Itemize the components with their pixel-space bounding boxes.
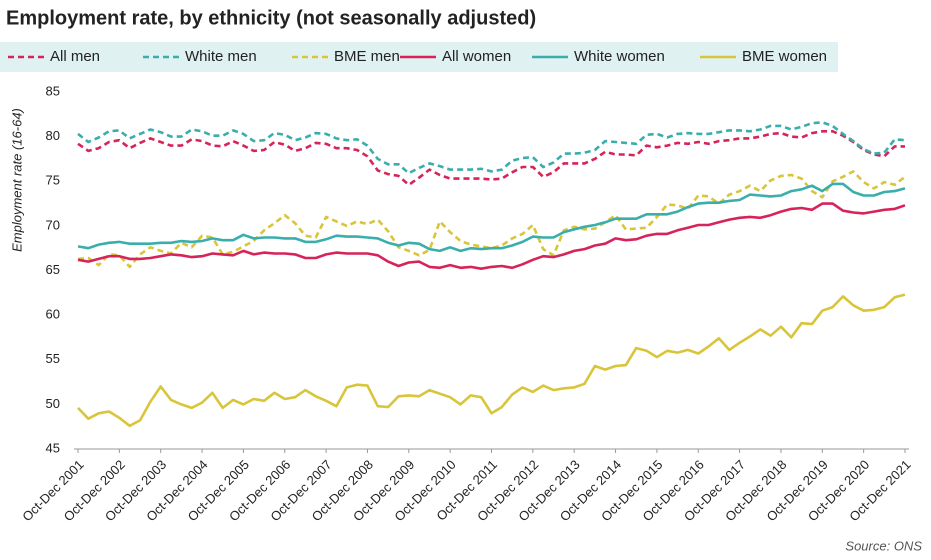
legend-label: All men (50, 48, 100, 65)
y-tick-label: 50 (46, 396, 60, 411)
series-line (77, 130, 905, 187)
y-axis-label: Employment rate (16-64) (9, 108, 24, 252)
y-tick-label: 45 (46, 440, 60, 455)
y-tick-label: 70 (46, 217, 60, 232)
y-tick-label: 85 (46, 83, 60, 98)
legend-label: BME women (742, 48, 827, 65)
series-line (77, 121, 906, 175)
y-tick-label: 80 (46, 128, 60, 143)
series-line (77, 293, 906, 428)
y-tick-label: 55 (46, 351, 60, 366)
series-line (77, 170, 906, 269)
legend-label: All women (442, 48, 511, 65)
legend-label: BME men (334, 48, 400, 65)
y-tick-label: 60 (46, 307, 60, 322)
y-tick-label: 75 (46, 173, 60, 188)
legend-label: White women (574, 48, 665, 65)
legend-label: White men (185, 48, 257, 65)
chart-title: Employment rate, by ethnicity (not seaso… (6, 7, 536, 29)
series-line (77, 202, 906, 270)
source-note: Source: ONS (845, 538, 922, 553)
series-line (77, 182, 906, 253)
y-tick-label: 65 (46, 262, 60, 277)
